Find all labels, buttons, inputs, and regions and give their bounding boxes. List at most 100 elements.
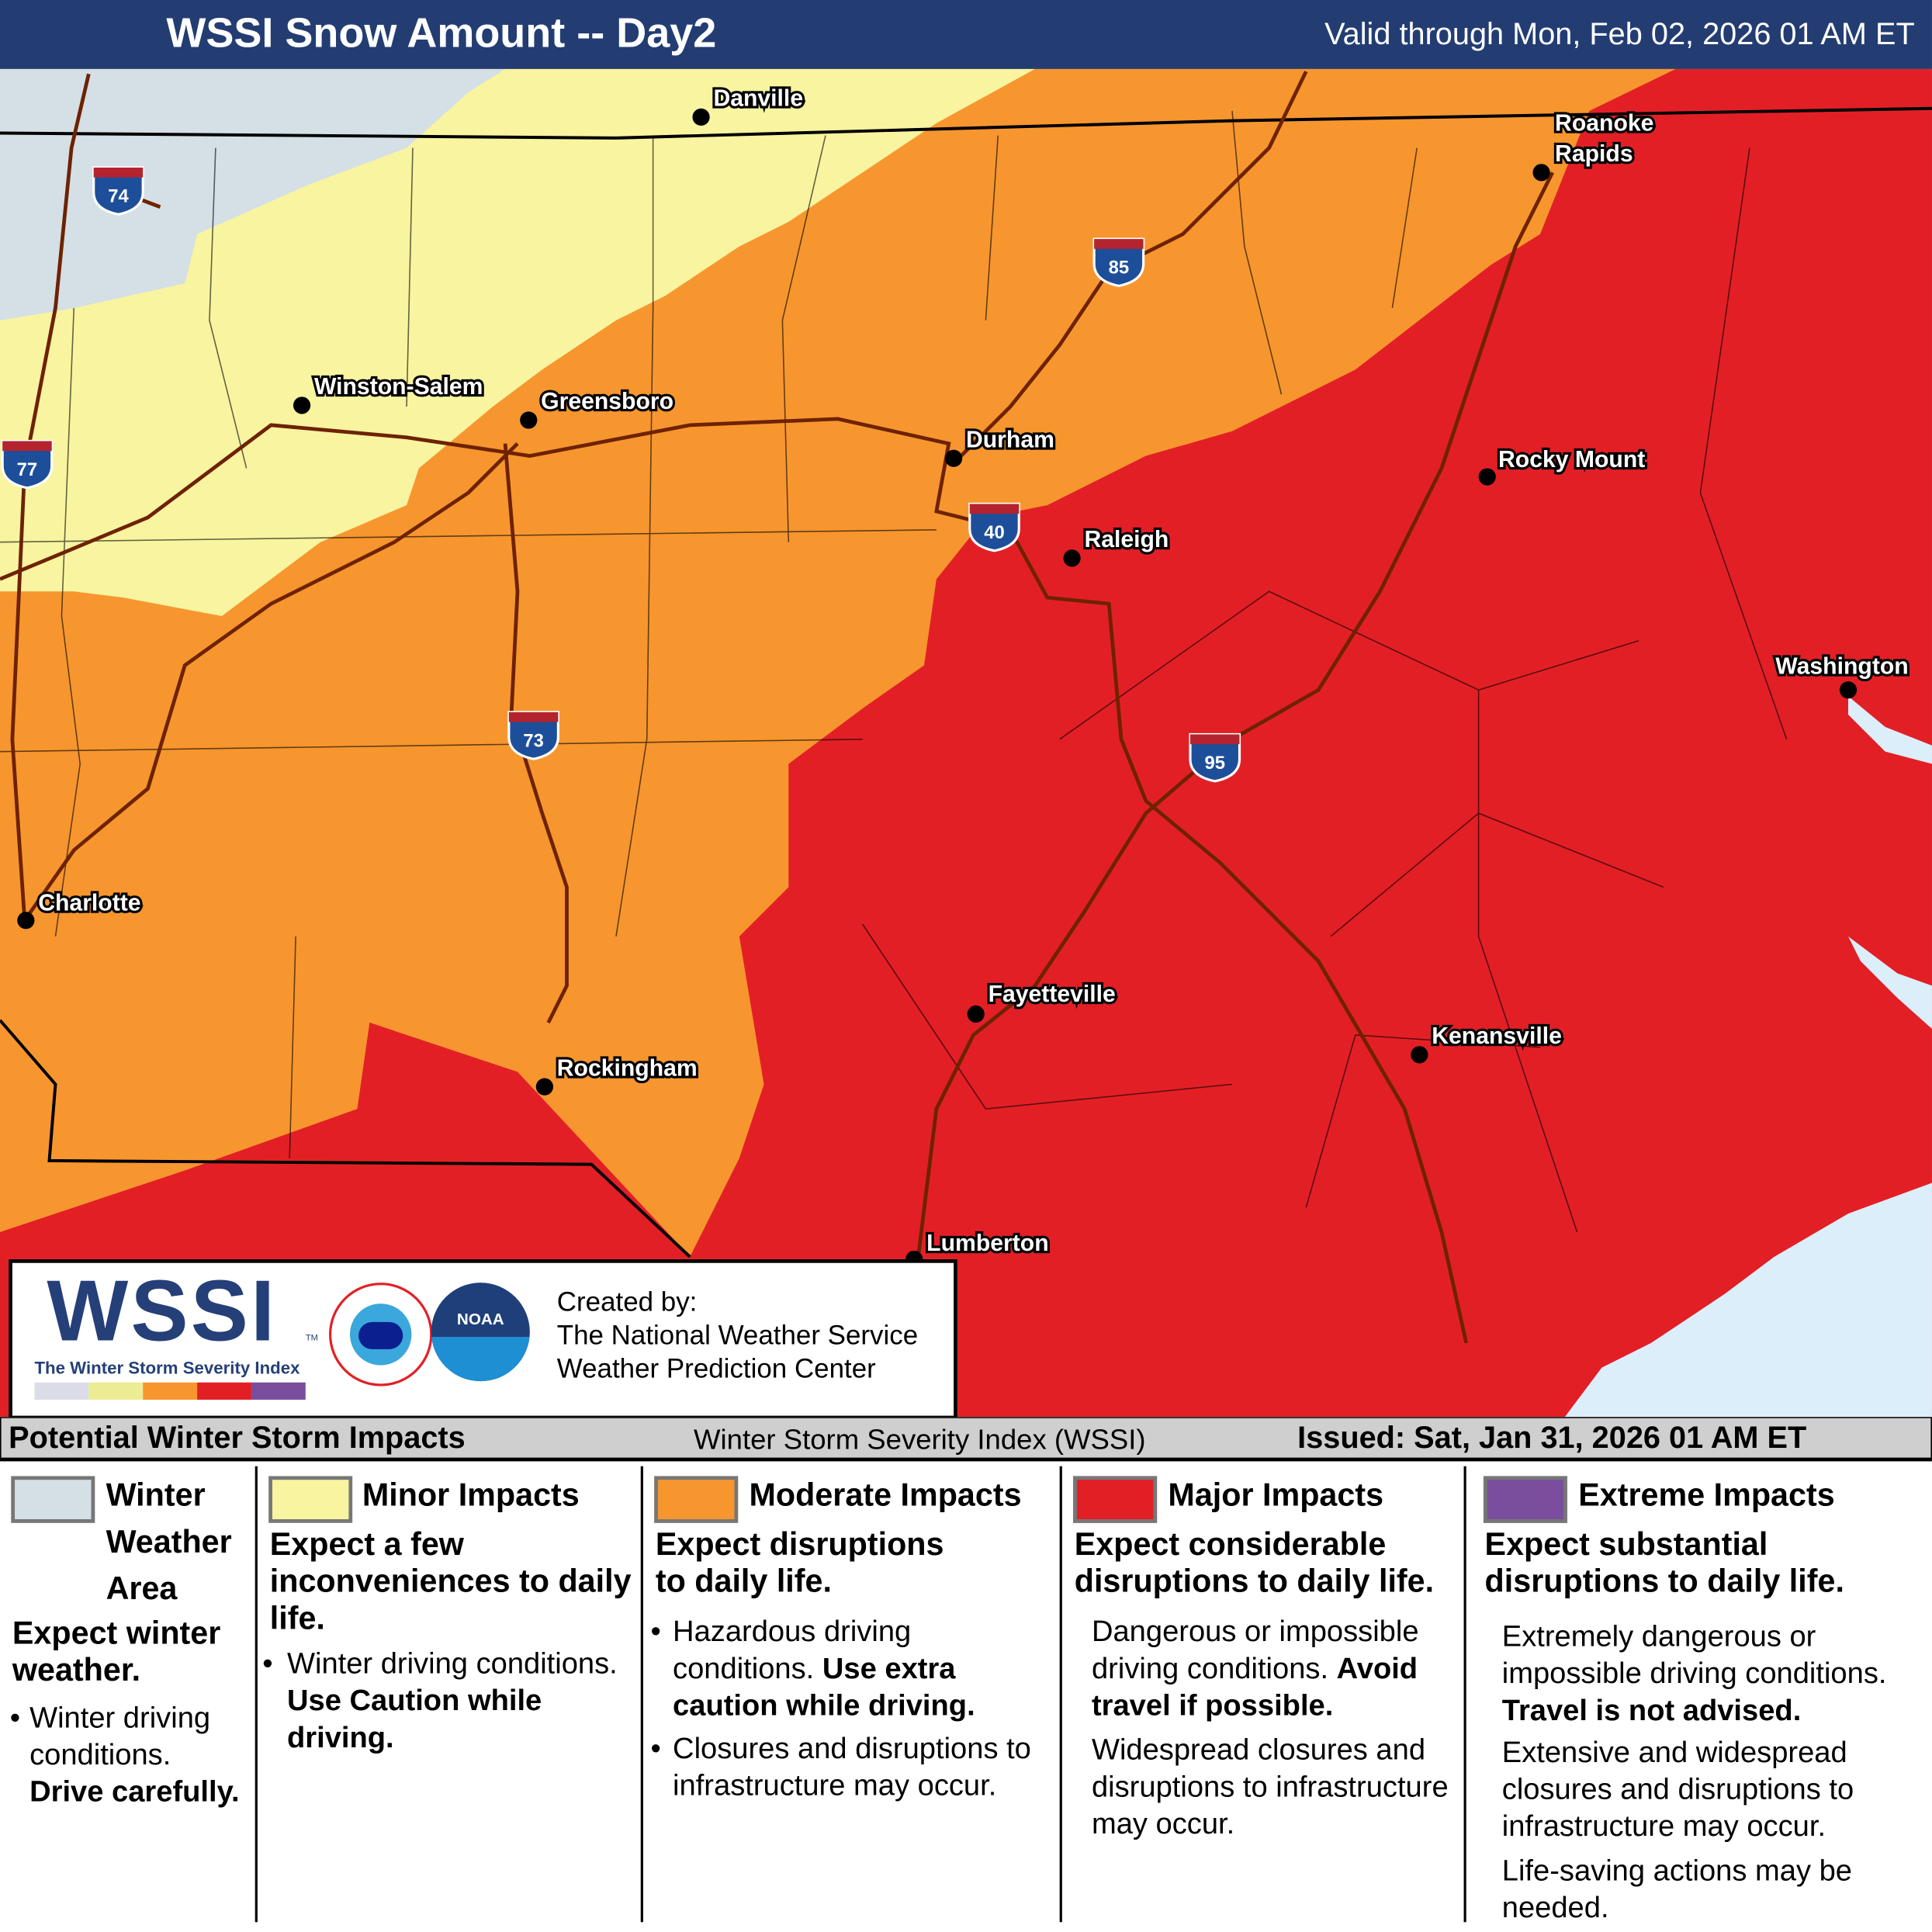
valid-time: Valid through Mon, Feb 02, 2026 01 AM ET (1324, 17, 1915, 52)
interstate-40-shield: 40 (968, 502, 1020, 552)
shield-number: 85 (1109, 258, 1130, 279)
shield-number: 40 (984, 522, 1004, 543)
city-dot (1411, 1046, 1428, 1064)
winter-title-3: Area (106, 1570, 178, 1607)
moderate-bullet-1: • Hazardous driving conditions. Use extra… (650, 1615, 975, 1723)
winter-swatch (11, 1476, 95, 1523)
legend-minor: Minor Impacts Expect a few inconvenience… (258, 1466, 641, 1923)
city-label-washington: Washington (1775, 654, 1908, 680)
city-label-lumberton: Lumberton (926, 1231, 1048, 1256)
interstate-shields: 74 85 77 40 73 95 (1, 166, 1241, 783)
legend-winter: Winter Weather Area Expect winter weathe… (0, 1466, 255, 1923)
shield-number: 73 (523, 730, 544, 751)
city-label-durham: Durham (966, 427, 1054, 452)
city-labels: Danville Roanoke Rapids Winston-Salem Gr… (36, 83, 1911, 1259)
city-markers (17, 108, 1858, 1269)
moderate-lead: Expect disruptions to daily life. (655, 1525, 944, 1600)
wssi-logo: WSSI (47, 1262, 278, 1359)
city-label-charlotte: Charlotte (38, 891, 140, 916)
major-lead: Expect considerable disruptions to daily… (1074, 1525, 1435, 1600)
legend-title: Potential Winter Storm Impacts (9, 1420, 466, 1456)
city-label-fayetteville: Fayetteville (989, 982, 1116, 1007)
city-dot (17, 912, 35, 930)
major-para-2: Widespread closures and disruptions to i… (1091, 1733, 1449, 1841)
city-dot (293, 396, 311, 414)
header-bar: WSSI Snow Amount -- Day2 Valid through M… (0, 0, 1932, 69)
issued-time: Issued: Sat, Jan 31, 2026 01 AM ET (1297, 1420, 1807, 1456)
divider (254, 1466, 258, 1923)
extreme-para-1: Extremely dangerous or impossible drivin… (1501, 1620, 1887, 1728)
interstate-74-shield: 74 (92, 166, 144, 216)
minor-lead: Expect a few inconveniences to daily lif… (269, 1525, 632, 1636)
noaa-text: NOAA (456, 1310, 504, 1328)
divider (640, 1466, 643, 1923)
moderate-bullet-2: • Closures and disruptions to infrastruct… (650, 1732, 1031, 1803)
ocean (1564, 1182, 1932, 1418)
winter-lead: Expect winter weather. (12, 1614, 221, 1688)
major-title: Major Impacts (1168, 1476, 1384, 1514)
city-dot (1478, 468, 1496, 486)
city-label-rockingham: Rockingham (557, 1055, 698, 1081)
pamlico-river (1848, 696, 1932, 764)
city-dot (1532, 164, 1550, 182)
extreme-swatch (1483, 1476, 1567, 1523)
major-para-1: Dangerous or impossible driving conditio… (1091, 1615, 1419, 1723)
major-swatch (1073, 1476, 1158, 1523)
legend-moderate: Moderate Impacts Expect disruptions to d… (643, 1466, 1060, 1923)
city-label-kenansville: Kenansville (1432, 1023, 1562, 1049)
trademark: TM (305, 1334, 318, 1343)
divider (1463, 1466, 1466, 1923)
legend-header: Potential Winter Storm Impacts Winter St… (0, 1417, 1932, 1462)
city-label-rapids: Rapids (1555, 141, 1633, 167)
city-label-rocky-mount: Rocky Mount (1498, 447, 1645, 473)
credit-wpc: Weather Prediction Center (556, 1352, 876, 1384)
winter-title-2: Weather (106, 1522, 232, 1560)
wssi-subtitle: The Winter Storm Severity Index (34, 1357, 300, 1378)
noaa-seal-icon: NOAA (431, 1283, 530, 1382)
shield-number: 74 (108, 185, 129, 206)
legend-index-name: Winter Storm Severity Index (WSSI) (694, 1423, 1146, 1456)
credit-nws: The National Weather Service (556, 1319, 919, 1351)
shield-number: 77 (17, 459, 38, 480)
extreme-title: Extreme Impacts (1578, 1476, 1835, 1514)
city-dot (944, 449, 963, 467)
interstate-77-shield: 77 (1, 439, 54, 490)
legend-major: Major Impacts Expect considerable disrup… (1062, 1466, 1464, 1923)
city-dot (1839, 681, 1858, 699)
extreme-para-2: Extensive and widespread closures and di… (1501, 1736, 1854, 1844)
logo-box: WSSI TM The Winter Storm Severity Index … (9, 1259, 957, 1420)
interstate-85-shield: 85 (1092, 237, 1145, 288)
highways (0, 71, 1555, 1344)
extreme-lead: Expect substantial disruptions to daily … (1484, 1525, 1844, 1600)
shield-number: 95 (1205, 753, 1226, 774)
state-borders (0, 106, 1932, 1259)
city-label-greensboro: Greensboro (541, 389, 673, 414)
created-by-label: Created by: (556, 1286, 698, 1317)
divider (1059, 1466, 1062, 1923)
city-label-danville: Danville (713, 86, 803, 112)
winter-zone (0, 68, 506, 320)
wssi-color-bar (34, 1382, 306, 1400)
minor-bullet: • Winter driving conditions. Use Caution … (262, 1647, 618, 1755)
city-dot (520, 411, 538, 429)
city-label-roanoke: Roanoke (1555, 110, 1653, 136)
city-dot (535, 1078, 554, 1096)
map-title: WSSI Snow Amount -- Day2 (166, 9, 717, 57)
minor-title: Minor Impacts (362, 1476, 580, 1514)
city-label-winston-salem: Winston-Salem (314, 374, 483, 400)
city-dot (967, 1005, 985, 1023)
extreme-para-3: Life-saving actions may be needed. (1501, 1854, 1853, 1925)
credits: Created by: The National Weather Service… (557, 1285, 918, 1385)
winter-bullet: • Winter driving conditions. Drive careful… (9, 1702, 240, 1809)
city-dot (1063, 549, 1081, 567)
interstate-73-shield: 73 (507, 711, 559, 760)
city-dot (692, 108, 710, 126)
nws-seal-icon (328, 1283, 433, 1387)
winter-title-1: Winter (106, 1476, 206, 1514)
legend-extreme: Extreme Impacts Expect substantial disru… (1466, 1466, 1930, 1924)
city-label-raleigh: Raleigh (1084, 527, 1169, 552)
pamlico-sound (1848, 936, 1932, 1029)
county-lines (0, 110, 1788, 1233)
minor-swatch (268, 1476, 353, 1523)
moderate-swatch (654, 1476, 739, 1523)
